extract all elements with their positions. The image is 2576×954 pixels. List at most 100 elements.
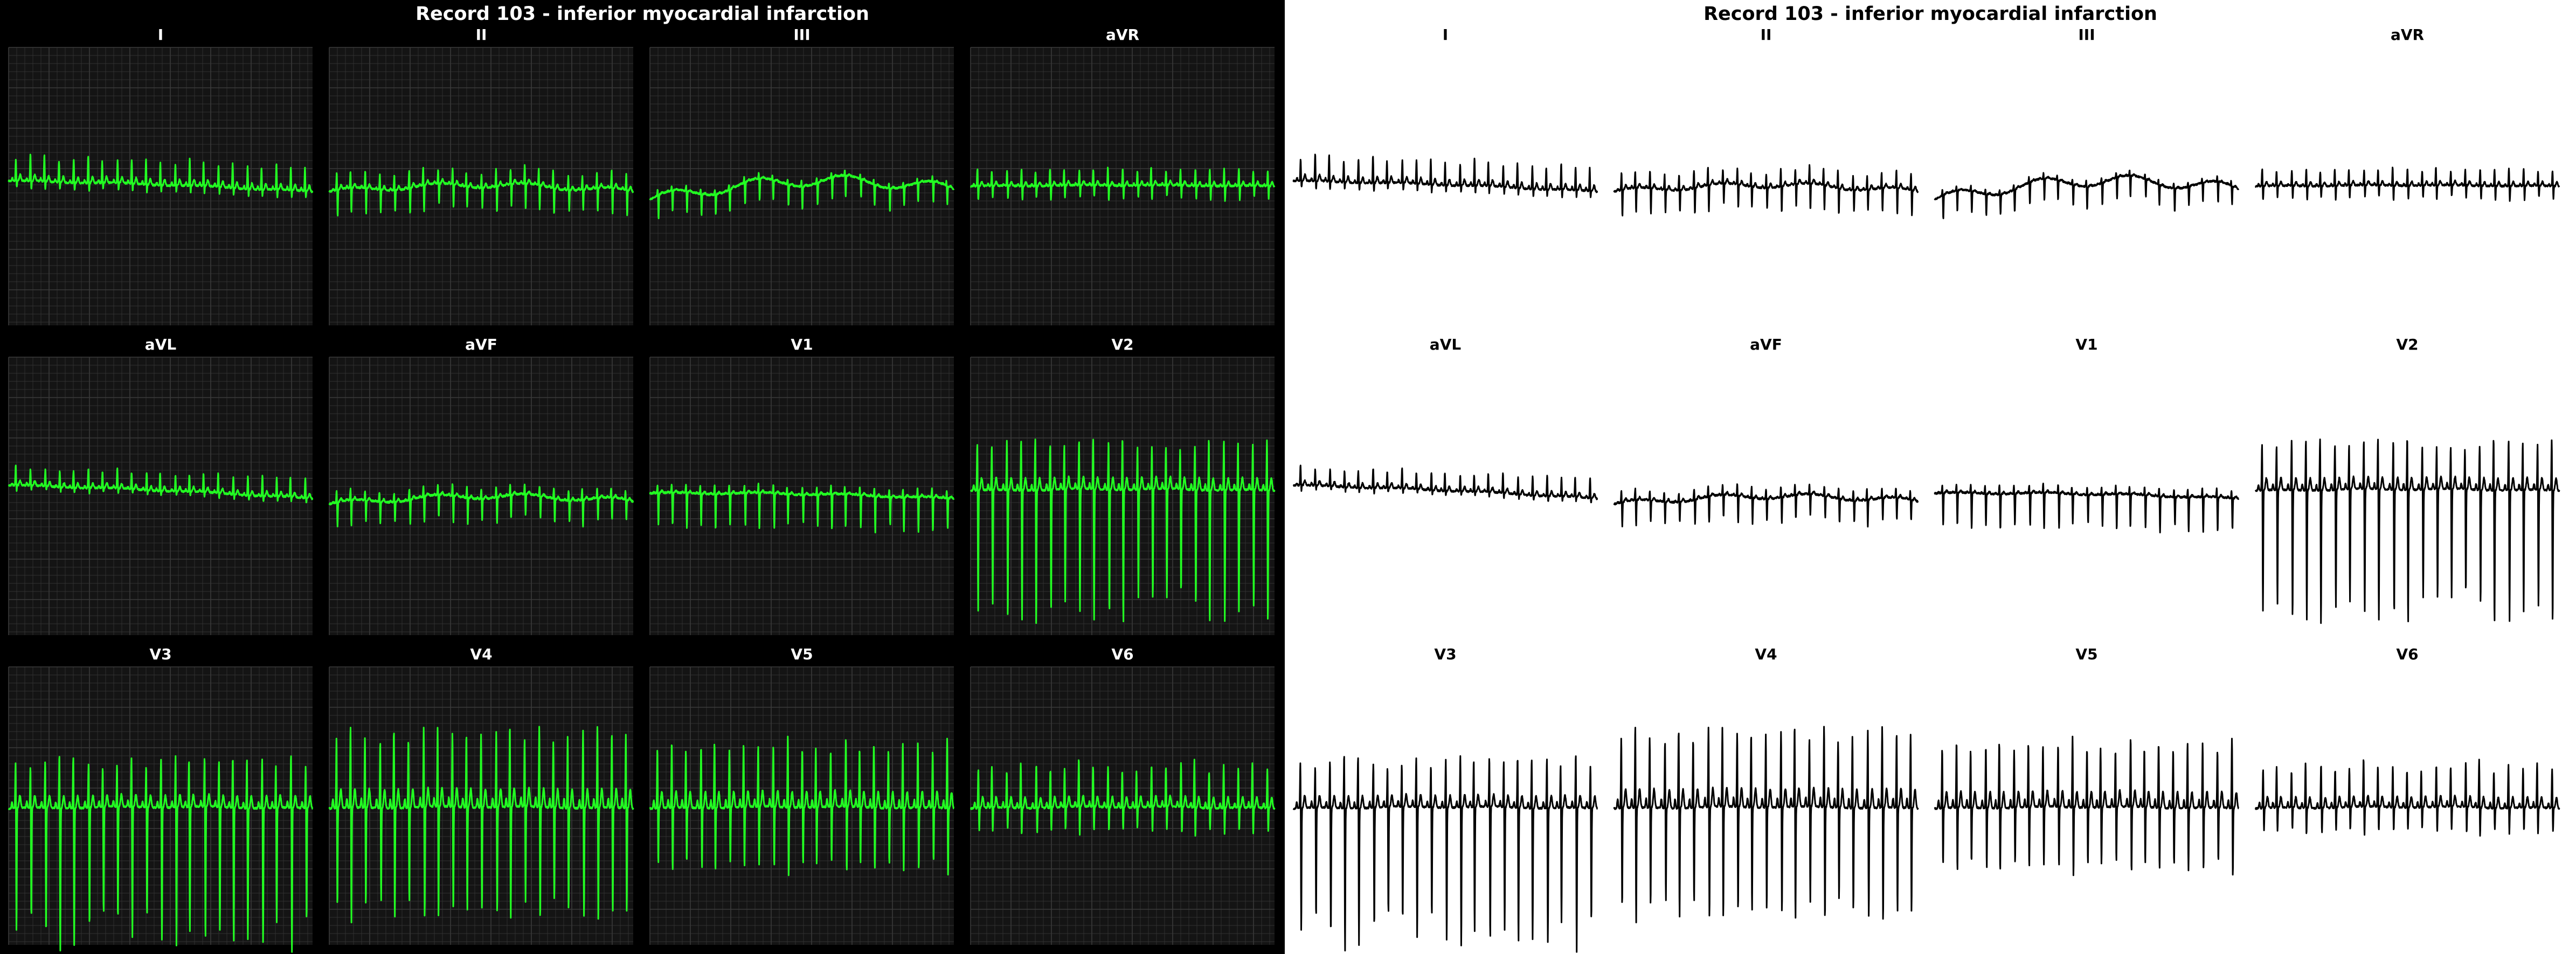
lead-plot-V5: [1934, 735, 2240, 876]
lead-panel-I: I: [8, 26, 314, 325]
lead-panel-III: III: [1934, 26, 2240, 325]
dark-ecg-figure: Record 103 - inferior myocardial infarct…: [0, 0, 1285, 954]
lead-plot-V5: [649, 666, 955, 945]
lead-plot-V1: [1934, 483, 2240, 534]
grid-lines: [329, 357, 633, 635]
lead-panel-V6: V6: [970, 645, 1276, 945]
lead-panel-V5: V5: [649, 645, 955, 945]
lead-title: V1: [791, 336, 813, 353]
lead-plot-I: [8, 47, 314, 325]
lead-panel-V4: V4: [1613, 645, 1919, 945]
lead-panel-V3: V3: [1292, 645, 1598, 953]
lead-title: V4: [470, 645, 493, 663]
ecg-trace-aVF: [1613, 483, 1919, 528]
ecg-trace-V1: [649, 483, 955, 534]
lead-panel-III: III: [649, 26, 955, 325]
lead-panel-V2: V2: [2254, 336, 2560, 635]
ecg-trace-II: [1613, 164, 1919, 217]
ecg-trace-V5: [649, 735, 955, 876]
lead-title: V5: [2075, 645, 2098, 663]
ecg-trace-aVR: [970, 166, 1276, 202]
lead-title: aVL: [144, 336, 177, 353]
ecg-trace-V6: [970, 758, 1276, 837]
ecg-trace-aVL: [8, 464, 314, 504]
lead-panel-V2: V2: [970, 336, 1276, 635]
grid-lines: [8, 666, 313, 945]
lead-title: II: [475, 26, 487, 44]
lead-title: I: [157, 26, 164, 44]
light-ecg-figure: Record 103 - inferior myocardial infarct…: [1285, 0, 2576, 954]
lead-plot-aVR: [2254, 166, 2560, 202]
ecg-trace-V3: [8, 755, 314, 953]
lead-panel-aVL: aVL: [8, 336, 314, 635]
lead-title: V3: [1434, 645, 1457, 663]
lead-plot-II: [1613, 164, 1919, 217]
lead-title: aVL: [1429, 336, 1462, 353]
grid-lines: [8, 47, 313, 325]
ecg-trace-V3: [1292, 755, 1598, 953]
ecg-trace-I: [1292, 154, 1598, 198]
ecg-trace-V4: [328, 726, 634, 923]
lead-panel-aVR: aVR: [970, 26, 1276, 325]
lead-title: V3: [149, 645, 172, 663]
lead-panel-V5: V5: [1934, 645, 2240, 945]
lead-title: aVF: [465, 336, 497, 353]
lead-plot-V6: [970, 666, 1276, 945]
ecg-trace-V5: [1934, 735, 2240, 876]
lead-title: I: [1442, 26, 1449, 44]
lead-title: III: [2078, 26, 2095, 44]
ecg-trace-V2: [2254, 438, 2560, 624]
lead-title: aVR: [2390, 26, 2425, 44]
plot-background: [9, 357, 313, 635]
lead-plot-II: [328, 47, 634, 325]
ecg-trace-V2: [970, 438, 1276, 624]
lead-panel-V6: V6: [2254, 645, 2560, 945]
grid-lines: [970, 47, 1275, 325]
ecg-trace-aVL: [1292, 464, 1598, 504]
lead-title: II: [1760, 26, 1772, 44]
lead-plot-V4: [1613, 726, 1919, 923]
lead-plot-aVL: [8, 357, 314, 635]
lead-title: V5: [791, 645, 813, 663]
lead-plot-aVL: [1292, 464, 1598, 504]
lead-title: V4: [1755, 645, 1777, 663]
ecg-trace-II: [328, 164, 634, 217]
lead-plot-aVF: [1613, 483, 1919, 528]
lead-panel-V3: V3: [8, 645, 314, 953]
lead-title: aVF: [1750, 336, 1782, 353]
lead-title: V2: [1111, 336, 1134, 353]
lead-panel-aVF: aVF: [328, 336, 634, 635]
lead-plot-V3: [1292, 755, 1598, 953]
lead-title: V2: [2396, 336, 2419, 353]
lead-panel-I: I: [1292, 26, 1598, 325]
ecg-trace-V4: [1613, 726, 1919, 923]
lead-panel-aVR: aVR: [2254, 26, 2560, 325]
lead-title: V6: [1111, 645, 1134, 663]
ecg-trace-I: [8, 154, 314, 198]
ecg-trace-III: [1934, 169, 2240, 219]
lead-plot-V3: [8, 666, 314, 953]
figure-title: Record 103 - inferior myocardial infarct…: [1704, 3, 2157, 25]
lead-panel-aVF: aVF: [1613, 336, 1919, 635]
lead-title: III: [793, 26, 811, 44]
lead-plot-V2: [2254, 438, 2560, 624]
lead-plot-V1: [649, 357, 955, 635]
figure-title: Record 103 - inferior myocardial infarct…: [416, 3, 869, 25]
lead-plot-aVF: [328, 357, 634, 635]
lead-panel-II: II: [1613, 26, 1919, 325]
lead-panel-aVL: aVL: [1292, 336, 1598, 635]
lead-plot-aVR: [970, 47, 1276, 325]
lead-title: V1: [2075, 336, 2098, 353]
lead-plot-I: [1292, 154, 1598, 198]
ecg-trace-aVR: [2254, 166, 2560, 202]
lead-panel-V1: V1: [649, 336, 955, 635]
lead-plot-V4: [328, 666, 634, 945]
ecg-trace-III: [649, 169, 955, 219]
grid-lines: [329, 666, 633, 945]
lead-title: aVR: [1105, 26, 1140, 44]
lead-panel-V4: V4: [328, 645, 634, 945]
lead-plot-III: [649, 47, 955, 325]
lead-plot-III: [1934, 169, 2240, 219]
ecg-trace-V6: [2254, 758, 2560, 837]
lead-panel-II: II: [328, 26, 634, 325]
